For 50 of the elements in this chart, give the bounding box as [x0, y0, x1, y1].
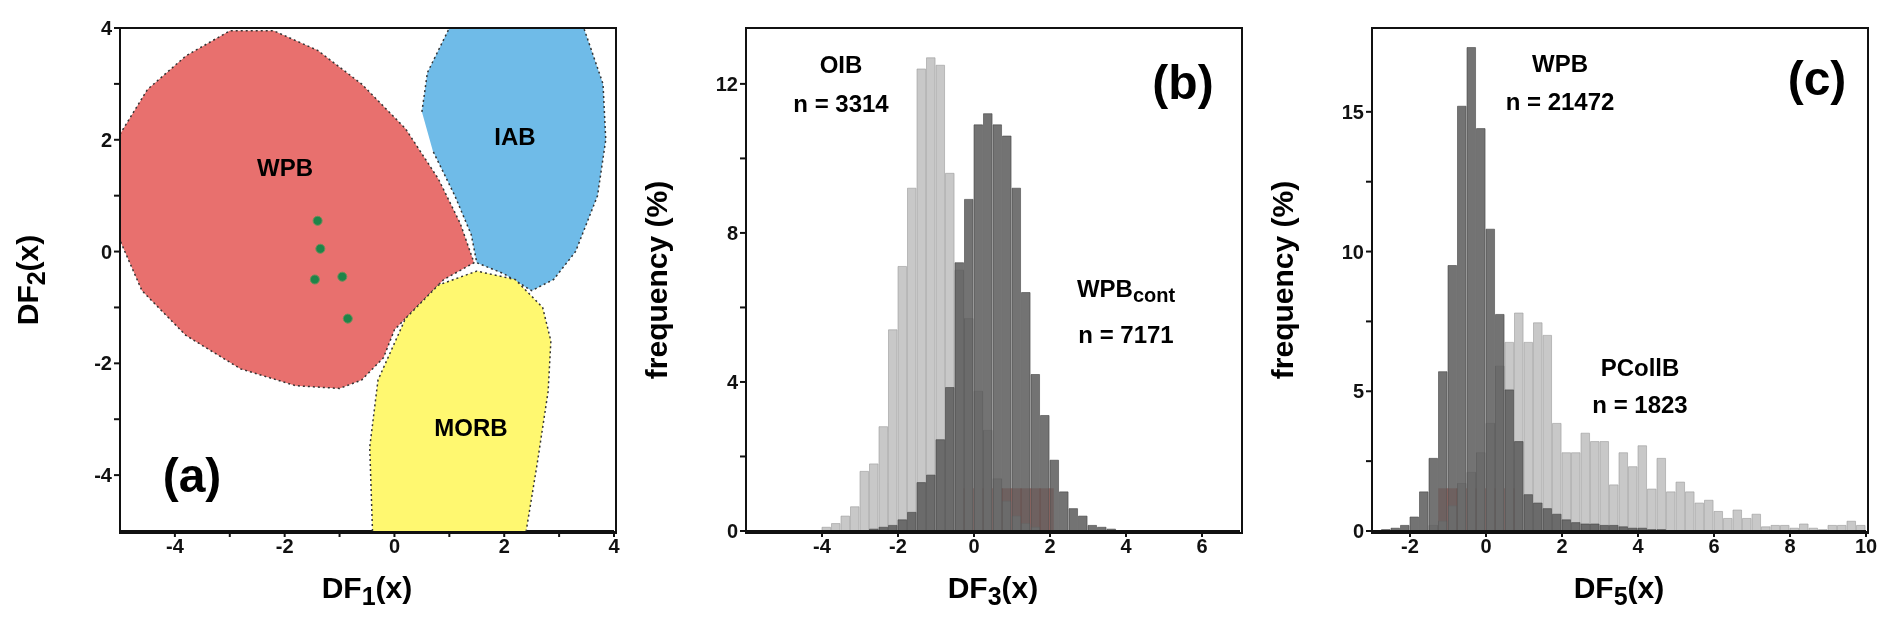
y-tick-label: 0: [100, 240, 112, 263]
series-label: IAB: [494, 123, 536, 151]
x-tick-label: 0: [388, 535, 401, 558]
y-tick-label: 2: [100, 128, 112, 151]
x-tick-label: 8: [1784, 535, 1796, 558]
x-axis-title: DF$_{3}$(x): [946, 571, 1040, 611]
annotation: (c): [1787, 50, 1847, 106]
y-tick-label: -2: [94, 352, 112, 375]
y-tick-label: 12: [715, 72, 738, 95]
x-tick-label: -4: [165, 535, 185, 558]
y-tick-label: 15: [1341, 100, 1364, 123]
x-tick-label: 2: [1556, 535, 1568, 558]
annotation: n = 3314: [793, 90, 889, 118]
x-tick-label: 0: [968, 535, 980, 558]
annotation: n = 1823: [1592, 391, 1688, 419]
y-tick-label: 10: [1341, 240, 1364, 263]
x-tick-label: 4: [608, 535, 621, 558]
x-tick-label: -2: [275, 535, 294, 558]
x-tick-label: -2: [889, 535, 907, 558]
text: OIB: [819, 51, 863, 79]
series-label: WPB$_{cont}$: [1076, 274, 1176, 308]
y-axis-title: frequency (%): [1266, 180, 1300, 379]
y-axis-title: frequency (%): [640, 180, 674, 379]
y-tick-label: -4: [94, 464, 113, 487]
x-tick-label: 4: [1120, 535, 1133, 558]
x-tick-label: 2: [1044, 535, 1056, 558]
y-tick-label: 5: [1352, 380, 1364, 403]
y-tick-label: 0: [1352, 520, 1364, 543]
annotation: n = 7171: [1078, 321, 1174, 349]
series-label: MORB: [434, 414, 508, 442]
x-tick-label: -4: [813, 535, 832, 558]
annotation: (a): [162, 447, 222, 503]
annotation: n = 21472: [1505, 88, 1615, 116]
text: WPB: [1532, 50, 1588, 78]
x-axis-title: DF$_{1}$(x): [320, 571, 414, 611]
x-tick-label: -2: [1401, 535, 1419, 558]
text: PCollB: [1600, 354, 1680, 382]
x-tick-label: 4: [1632, 535, 1645, 558]
x-tick-label: 0: [1480, 535, 1492, 558]
x-tick-label: 6: [1196, 535, 1208, 558]
y-tick-label: 4: [726, 371, 739, 394]
y-tick-label: 4: [100, 17, 113, 40]
x-tick-label: 10: [1854, 535, 1878, 558]
y-tick-label: 8: [726, 222, 738, 245]
x-tick-label: 2: [498, 535, 510, 558]
annotation: (b): [1152, 54, 1214, 110]
x-axis-title: DF$_{5}$(x): [1572, 571, 1666, 611]
y-tick-label: 0: [726, 520, 738, 543]
x-tick-label: 6: [1708, 535, 1720, 558]
series-label: WPB: [257, 154, 313, 182]
